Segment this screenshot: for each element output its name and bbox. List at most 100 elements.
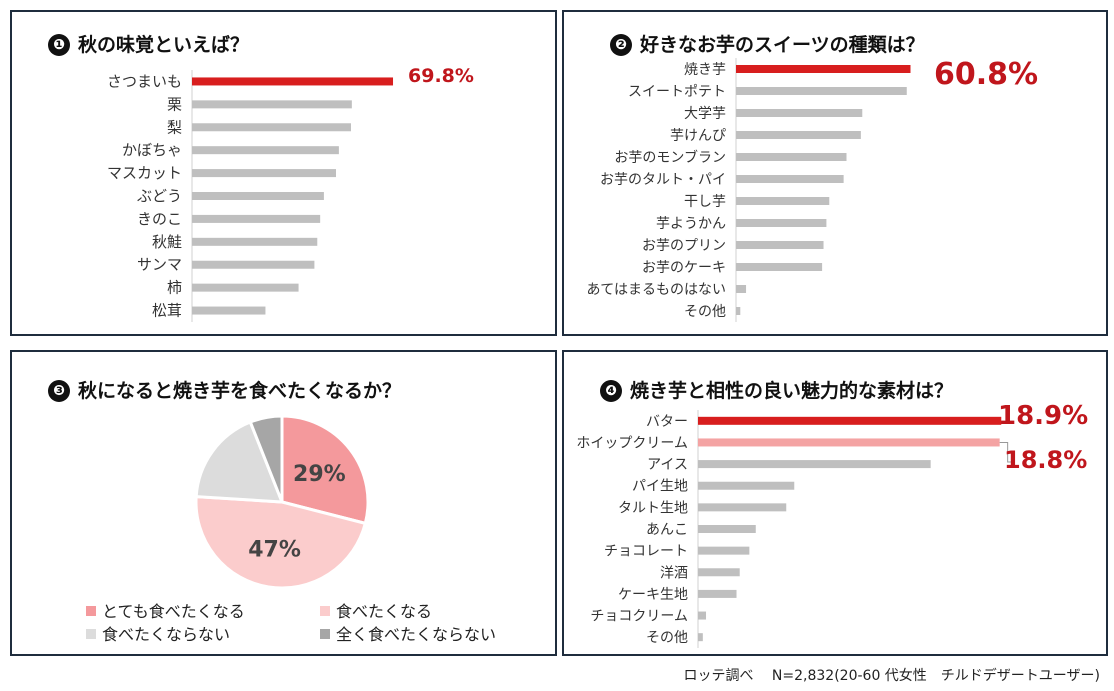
chart-title: ❷ 好きなお芋のスイーツの種類は？ (610, 30, 925, 57)
panel-matching-ingredients: ❹ 焼き芋と相性の良い魅力的な素材は？ バターホイップクリームアイスパイ生地タルト… (562, 350, 1108, 656)
bar (736, 153, 847, 161)
bar (736, 175, 844, 183)
bar (698, 568, 740, 577)
legend-swatch (86, 606, 96, 616)
category-label: 梨 (167, 118, 182, 136)
source-note: ロッテ調べ N=2,832(20-60 代女性 チルドデザートユーザー) (683, 668, 1100, 684)
number-badge: ❸ (48, 380, 70, 402)
category-label: お芋のモンブラン (614, 149, 726, 166)
legend-item: 食べたくなる (320, 598, 432, 622)
number-badge: ❷ (610, 34, 632, 56)
bar (736, 87, 907, 95)
category-label: お芋のケーキ (642, 260, 726, 276)
bar (736, 241, 824, 249)
category-label: その他 (684, 304, 726, 320)
number-badge: ❶ (48, 34, 70, 56)
bar-chart-matching-ingredients: バターホイップクリームアイスパイ生地タルト生地あんこチョコレート洋酒ケーキ生地チ… (576, 401, 1088, 648)
category-label: 焼き芋 (684, 62, 726, 78)
chart-title: ❹ 焼き芋と相性の良い魅力的な素材は？ (600, 376, 953, 403)
category-label: バター (646, 414, 688, 430)
bar (698, 525, 756, 533)
panel-yakiimo-craving: ❸ 秋になると焼き芋を食べたくなるか？ 29% 47% とても食べたくなる 食べたく… (10, 350, 557, 656)
category-label: かぼちゃ (122, 141, 182, 159)
bar (192, 214, 321, 223)
category-label: サンマ (137, 256, 182, 274)
category-label: お芋のプリン (642, 238, 726, 254)
category-label: ぶどう (137, 187, 182, 205)
pie-legend: とても食べたくなる 食べたくなる 食べたくならない 全く食べたくならない (12, 352, 559, 658)
bar (192, 237, 318, 246)
category-label: スイートポテト (628, 84, 726, 100)
bar (192, 100, 352, 109)
bar (192, 192, 324, 200)
chart-title: ❶ 秋の味覚といえば？ (48, 30, 249, 57)
bar (192, 77, 394, 86)
category-label: チョコレート (604, 544, 688, 560)
bar (698, 503, 787, 512)
number-badge: ❹ (600, 380, 622, 402)
bar (736, 109, 863, 117)
bar (736, 263, 823, 271)
category-label: ケーキ生地 (618, 587, 688, 603)
bar (192, 260, 315, 269)
bar (698, 438, 1000, 447)
category-label: 大学芋 (684, 106, 726, 122)
bar (698, 460, 931, 469)
slice-label: 29% (293, 462, 346, 487)
pie-slice (194, 420, 285, 504)
category-label: マスカット (107, 164, 182, 182)
legend-item: 食べたくならない (86, 621, 230, 645)
pie-slice (280, 414, 370, 526)
category-label: あてはまるものはない (587, 282, 726, 298)
category-label: アイス (647, 457, 688, 473)
category-label: タルト生地 (618, 500, 688, 516)
bar (698, 416, 1002, 425)
category-label: 干し芋 (684, 194, 726, 210)
pie-slice (194, 495, 368, 590)
category-label: 秋鮭 (152, 233, 182, 251)
category-label: 芋ようかん (656, 216, 726, 232)
category-label: 洋酒 (660, 565, 688, 581)
legend-swatch (320, 629, 330, 639)
data-label: 69.8% (408, 65, 474, 87)
bar (192, 283, 299, 292)
data-label: 18.9% (998, 401, 1088, 431)
category-label: 栗 (167, 95, 182, 113)
chart-title: ❸ 秋になると焼き芋を食べたくなるか？ (48, 376, 401, 403)
bar-chart-favorite-sweets: 焼き芋スイートポテト大学芋芋けんぴお芋のモンブランお芋のタルト・パイ干し芋芋よう… (587, 57, 1038, 322)
category-label: ホイップクリーム (576, 435, 688, 451)
bar (192, 146, 339, 155)
bar (736, 65, 911, 73)
legend-swatch (86, 629, 96, 639)
data-label: 18.8% (1004, 446, 1087, 474)
panel-favorite-sweets: ❷ 好きなお芋のスイーツの種類は？ 焼き芋スイートポテト大学芋芋けんぴお芋のモンブ… (562, 10, 1108, 336)
category-label: 松茸 (152, 302, 182, 320)
category-label: パイ生地 (632, 479, 688, 495)
category-label: 芋けんぴ (670, 128, 726, 144)
bar (736, 307, 741, 315)
leader-line (999, 441, 1014, 463)
pie-slice (248, 414, 284, 503)
bar (192, 123, 351, 132)
bar (736, 131, 861, 139)
category-label: あんこ (646, 522, 688, 538)
bar (736, 219, 827, 227)
data-label: 60.8% (934, 57, 1038, 92)
bar (736, 197, 830, 205)
bar (698, 633, 703, 642)
bar (192, 169, 336, 178)
bar (698, 611, 707, 620)
bar (698, 589, 737, 598)
legend-item: とても食べたくなる (86, 598, 245, 622)
legend-item: 全く食べたくならない (320, 621, 496, 645)
category-label: お芋のタルト・パイ (600, 172, 726, 188)
bar (736, 285, 747, 293)
category-label: その他 (646, 630, 688, 646)
category-label: チョコクリーム (590, 609, 688, 625)
bar (698, 546, 750, 555)
pie-chart-yakiimo-craving: 29% 47% (194, 414, 370, 590)
panel-autumn-taste: ❶ 秋の味覚といえば？ さつまいも栗梨かぼちゃ マスカット ぶどう きのこ 秋鮭 サンマ柿松… (10, 10, 557, 336)
category-label: さつまいも (107, 72, 182, 90)
category-label: 柿 (167, 279, 182, 297)
